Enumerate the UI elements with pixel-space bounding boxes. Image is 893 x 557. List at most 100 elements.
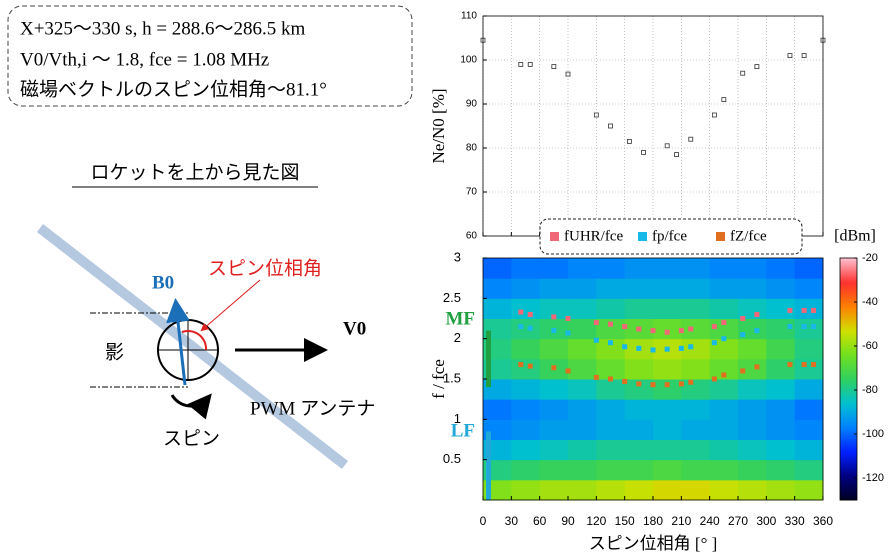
point	[528, 364, 533, 369]
heat-cell	[710, 460, 739, 481]
heat-cell	[710, 258, 739, 279]
heat-cell	[568, 298, 597, 319]
point	[622, 344, 627, 349]
heat-cell	[483, 298, 512, 319]
heat-cell	[795, 460, 824, 481]
heat-cell	[766, 480, 795, 501]
heat-cell	[625, 298, 654, 319]
point	[721, 372, 726, 377]
heat-cell	[540, 419, 569, 440]
point	[528, 326, 533, 331]
y-tick-label: 0.5	[443, 451, 461, 466]
y-tick-label: 2	[454, 330, 461, 345]
heat-cell	[738, 278, 767, 299]
heat-cell	[681, 419, 710, 440]
x-tick-label: 0	[480, 514, 487, 528]
heat-cell	[568, 379, 597, 400]
point	[518, 310, 523, 315]
legend-label: fUHR/fce	[564, 228, 623, 244]
heat-cell	[596, 460, 625, 481]
heat-cell	[681, 460, 710, 481]
point	[608, 322, 613, 327]
point	[712, 377, 717, 382]
y-tick-label: 80	[466, 143, 478, 154]
x-tick-label: 150	[615, 514, 635, 528]
heat-cell	[568, 480, 597, 501]
heat-cell	[540, 278, 569, 299]
legend-swatch	[638, 232, 647, 241]
point	[622, 379, 627, 384]
x-tick-label: 120	[586, 514, 606, 528]
antenna-label: PWM アンテナ	[250, 398, 375, 419]
heat-cell	[795, 258, 824, 279]
y-tick-label: 90	[466, 99, 478, 110]
heat-cell	[625, 480, 654, 501]
point	[688, 344, 693, 349]
colorbar-tick-label: -100	[862, 428, 884, 440]
legend-swatch	[716, 232, 725, 241]
heat-cell	[568, 339, 597, 360]
colorbar-tick-label: -40	[862, 296, 878, 308]
heat-cell	[681, 319, 710, 340]
point	[811, 362, 816, 367]
diagram-title: ロケットを上から見た図	[90, 161, 299, 183]
heat-cell	[568, 278, 597, 299]
heat-cell	[766, 379, 795, 400]
legend-label: fZ/fce	[730, 228, 767, 244]
point	[528, 312, 533, 317]
heat-cell	[511, 480, 540, 501]
colorbar-tick-label: -80	[862, 384, 878, 396]
point	[712, 324, 717, 329]
band-label: MF	[445, 308, 475, 329]
heat-cell	[511, 359, 540, 380]
heat-cell	[625, 460, 654, 481]
point	[636, 381, 641, 386]
point	[551, 365, 556, 370]
heat-cell	[795, 480, 824, 501]
heat-cell	[766, 359, 795, 380]
heat-cell	[511, 319, 540, 340]
shadow-label: 影	[105, 341, 124, 363]
x-tick-label: 330	[785, 514, 805, 528]
heat-cell	[653, 480, 682, 501]
point	[740, 332, 745, 337]
point	[651, 347, 656, 352]
heat-cell	[540, 339, 569, 360]
heat-cell	[625, 399, 654, 420]
heat-cell	[568, 440, 597, 461]
heat-cell	[795, 298, 824, 319]
heat-cell	[511, 419, 540, 440]
point	[721, 336, 726, 341]
point	[802, 362, 807, 367]
heat-cell	[540, 379, 569, 400]
angle-pointer	[202, 280, 260, 330]
legend-label: fp/fce	[652, 228, 687, 244]
point	[740, 368, 745, 373]
y-tick-label: 3	[454, 249, 461, 264]
point	[787, 324, 792, 329]
point	[594, 320, 599, 325]
b-label: B0	[152, 272, 174, 293]
point	[566, 331, 571, 336]
point	[811, 324, 816, 329]
point	[802, 324, 807, 329]
point	[665, 330, 670, 335]
point	[712, 340, 717, 345]
point	[551, 314, 556, 319]
heat-cell	[766, 399, 795, 420]
point	[688, 326, 693, 331]
heat-cell	[596, 359, 625, 380]
y-axis-label: f / fce	[429, 359, 448, 399]
heat-cell	[511, 399, 540, 420]
heat-cell	[795, 399, 824, 420]
heat-cell	[568, 359, 597, 380]
y-tick-label: 60	[466, 231, 478, 242]
heat-cell	[795, 278, 824, 299]
heat-cell	[653, 359, 682, 380]
heat-cell	[483, 399, 512, 420]
colorbar-tick-label: -60	[862, 340, 878, 352]
heat-cell	[596, 298, 625, 319]
heat-cell	[568, 419, 597, 440]
heat-cell	[540, 258, 569, 279]
point	[740, 316, 745, 321]
